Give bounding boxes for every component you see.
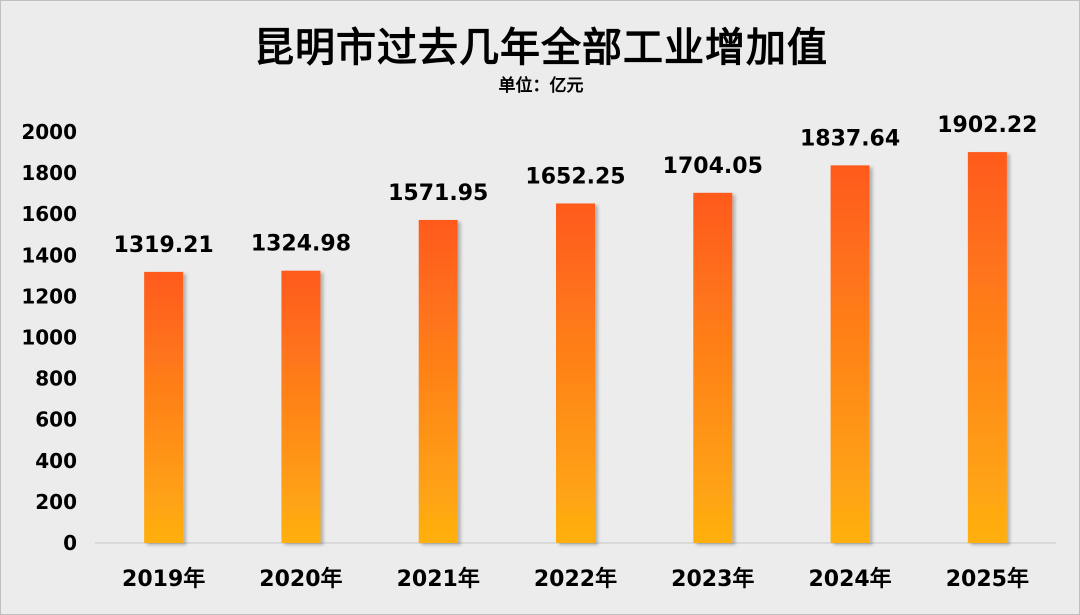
x-tick-label: 2023年 xyxy=(671,566,754,592)
data-label: 1837.64 xyxy=(800,126,900,151)
data-label: 1324.98 xyxy=(251,232,351,257)
y-tick-label: 1200 xyxy=(21,284,77,308)
x-tick-label: 2022年 xyxy=(534,566,617,592)
x-tick-label: 2020年 xyxy=(259,566,342,592)
y-tick-label: 2000 xyxy=(21,120,77,144)
y-tick-label: 1800 xyxy=(21,161,77,185)
y-tick-label: 1000 xyxy=(21,326,77,350)
y-tick-label: 400 xyxy=(35,449,77,473)
bar-2025年 xyxy=(967,152,1007,543)
bar-2020年 xyxy=(281,270,321,543)
bar-2023年 xyxy=(693,192,733,543)
y-tick-label: 1400 xyxy=(21,243,77,267)
x-tick-label: 2025年 xyxy=(946,566,1029,592)
x-tick-label: 2021年 xyxy=(397,566,480,592)
y-axis-tick-labels: 0 200 400 600 800 1000 1200 1400 1600 1800 2000 xyxy=(21,120,77,555)
data-label: 1704.05 xyxy=(663,154,763,179)
x-tick-label: 2019年 xyxy=(122,566,205,592)
bar-2022年 xyxy=(556,203,595,543)
bars-group xyxy=(144,152,1007,543)
data-label: 1571.95 xyxy=(388,181,488,206)
bar-2019年 xyxy=(144,271,184,543)
y-tick-label: 0 xyxy=(63,531,77,555)
bar-2021年 xyxy=(418,219,458,543)
data-label: 1319.21 xyxy=(114,233,214,258)
chart-subtitle: 单位：亿元 xyxy=(498,76,584,96)
chart-title: 昆明市过去几年全部工业增加值 xyxy=(254,25,828,71)
x-axis-tick-labels: 2019年 2020年 2021年 2022年 2023年 2024年 2025年 xyxy=(122,566,1029,592)
y-tick-label: 1600 xyxy=(21,202,77,226)
y-tick-label: 200 xyxy=(35,490,77,514)
y-tick-label: 800 xyxy=(35,367,77,391)
data-label: 1652.25 xyxy=(525,164,625,189)
bar-2024年 xyxy=(830,165,870,543)
data-labels-group: 1319.21 1324.98 1571.95 1652.25 1704.05 1837.… xyxy=(114,113,1038,258)
x-tick-label: 2024年 xyxy=(808,566,891,592)
y-tick-label: 600 xyxy=(35,408,77,432)
data-label: 1902.22 xyxy=(937,113,1037,138)
